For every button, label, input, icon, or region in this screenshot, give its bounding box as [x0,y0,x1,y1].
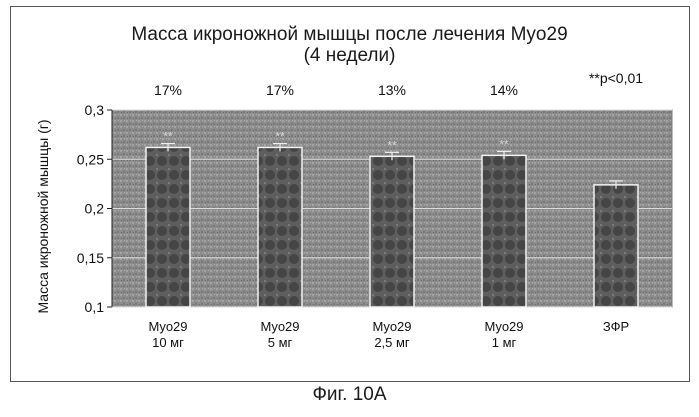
bar [370,156,414,307]
figure-caption: Фиг. 10А [0,384,699,406]
percent-label: 14% [490,82,518,98]
percent-label: 13% [378,82,406,98]
percent-label: 17% [266,82,294,98]
category-sublabel: 5 мг [268,335,293,350]
significance-mark: ** [275,129,285,143]
y-tick-label: 0,2 [85,201,105,217]
significance-note: **p<0,01 [589,70,643,86]
bar [258,147,302,307]
bar [482,155,526,307]
bar [594,185,638,307]
y-tick-label: 0,15 [77,250,104,266]
significance-mark: ** [163,129,173,143]
significance-mark: ** [387,138,397,152]
significance-mark: ** [499,137,509,151]
x-axis-categories: Myo2910 мгMyo295 мгMyo292,5 мгMyo291 мгЗ… [148,319,629,350]
category-label: Myo29 [372,319,411,334]
y-tick-label: 0,3 [85,102,105,118]
category-label: Myo29 [260,319,299,334]
y-axis-ticks: 0,1 0,15 0,2 0,25 0,3 [77,102,112,315]
category-sublabel: 10 мг [152,335,184,350]
y-tick-label: 0,25 [77,151,104,167]
y-tick-label: 0,1 [85,299,105,315]
percent-labels: 17% 17% 13% 14% [154,82,518,98]
category-label: Myo29 [484,319,523,334]
category-sublabel: 2,5 мг [374,335,410,350]
category-label: ЗФР [603,319,629,334]
bar [146,147,190,307]
percent-label: 17% [154,82,182,98]
y-axis-label: Масса икроножной мышцы (г) [35,119,51,313]
category-label: Myo29 [148,319,187,334]
category-sublabel: 1 мг [492,335,517,350]
